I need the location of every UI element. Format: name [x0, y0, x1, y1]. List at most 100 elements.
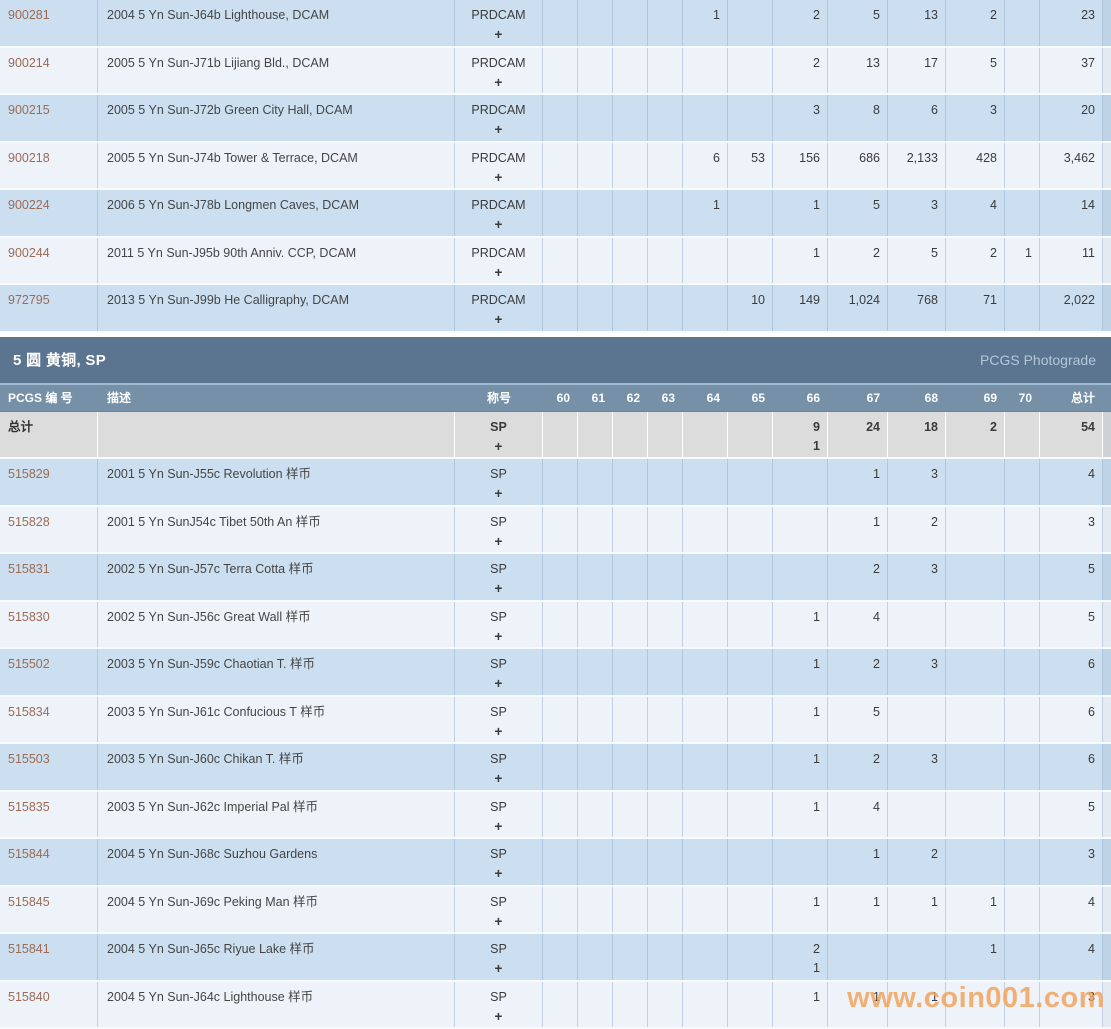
grade-61-count — [578, 101, 605, 120]
grade-63-plus-count — [648, 722, 675, 741]
row-total-count: 11 — [1082, 245, 1095, 260]
grade-67-count-cell: 4 — [828, 601, 888, 647]
grade-63-plus-count — [648, 437, 675, 456]
grade-63-count — [648, 560, 675, 579]
grade-63-plus-count — [648, 215, 675, 234]
table-row: 515830 2002 5 Yn Sun-J56c Great Wall 样币 SP… — [0, 601, 1111, 649]
grade-69-count-cell — [946, 649, 1005, 695]
grade-65-count — [728, 513, 765, 532]
pcgs-number-link[interactable]: 515840 — [8, 989, 50, 1004]
grade-60-count — [543, 845, 570, 864]
grade-67-plus-count — [828, 864, 880, 883]
grade-64-plus-count — [683, 437, 720, 456]
grade-70-count — [1005, 608, 1032, 627]
grade-69-count-cell — [946, 981, 1005, 1027]
grade-65-plus-count — [728, 864, 765, 883]
designation-cell: SP + — [455, 886, 543, 932]
pcgs-number-link[interactable]: 515835 — [8, 799, 50, 814]
grade-65-count-cell — [728, 981, 773, 1027]
grade-68-count: 17 — [924, 55, 938, 70]
grade-63-count — [648, 149, 675, 168]
grade-61-plus-count — [578, 437, 605, 456]
coin-description-cell: 2004 5 Yn Sun-J65c Riyue Lake 样币 — [98, 934, 455, 980]
grade-60-count-cell — [543, 47, 578, 93]
designation-label: SP — [490, 609, 507, 624]
pcgs-photograde-link[interactable]: PCGS Photograde — [980, 351, 1096, 368]
designation-cell: PRDCAM + — [455, 237, 543, 283]
grade-63-count-cell — [648, 554, 683, 600]
pcgs-number-link[interactable]: 900214 — [8, 55, 50, 70]
grade-66-count-cell: 1 — [773, 696, 828, 742]
pcgs-number-link[interactable]: 900215 — [8, 103, 50, 117]
designation-label: SP — [490, 704, 507, 719]
pcgs-number-link[interactable]: 515845 — [8, 894, 50, 909]
grade-63-count — [648, 54, 675, 73]
grade-62-count — [613, 149, 640, 168]
grade-62-count — [613, 798, 640, 817]
pcgs-number-link[interactable]: 900224 — [8, 198, 50, 212]
grade-61-count — [578, 291, 605, 310]
grade-62-count-cell — [613, 934, 648, 980]
grade-63-count-cell — [648, 95, 683, 141]
grade-62-plus-count — [613, 437, 640, 456]
row-total-cell: 5 — [1040, 791, 1103, 837]
grade-66-count: 2 — [813, 55, 820, 70]
grade-62-count-cell — [613, 696, 648, 742]
grade-68-count — [888, 703, 938, 722]
grade-60-count-cell — [543, 411, 578, 457]
coin-description: 2001 5 Yn SunJ54c Tibet 50th An 样币 — [107, 514, 321, 529]
pcgs-number-link[interactable]: 515830 — [8, 609, 50, 624]
coin-description: 2005 5 Yn Sun-J72b Green City Hall, DCAM — [107, 103, 353, 117]
grade-60-plus-count — [543, 627, 570, 646]
pcgs-number-link[interactable]: 900218 — [8, 150, 50, 165]
pcgs-number-link[interactable]: 515502 — [8, 657, 50, 671]
pcgs-number-link[interactable]: 515834 — [8, 704, 50, 719]
designation-cell: SP + — [455, 696, 543, 742]
pcgs-number-link[interactable]: 515828 — [8, 514, 50, 529]
grade-60-plus-count — [543, 722, 570, 741]
grade-70-count — [1005, 655, 1032, 674]
grade-61-count-cell — [578, 506, 613, 552]
grade-67-count-cell: 24 — [828, 411, 888, 457]
pcgs-number-link[interactable]: 900244 — [8, 245, 50, 260]
grade-64-count — [683, 101, 720, 120]
grade-62-plus-count — [613, 959, 640, 978]
pcgs-number-link[interactable]: 900281 — [8, 8, 50, 22]
grade-60-count-cell — [543, 649, 578, 695]
pcgs-number-link[interactable]: 972795 — [8, 293, 50, 307]
grade-64-count — [683, 750, 720, 769]
pcgs-number-link[interactable]: 515829 — [8, 467, 50, 481]
grade-62-count-cell — [613, 95, 648, 141]
grade-64-plus-count — [683, 864, 720, 883]
grade-63-count — [648, 418, 675, 437]
grade-65-count-cell — [728, 934, 773, 980]
pcgs-number-link[interactable]: 515831 — [8, 562, 50, 576]
table-row: 900281 2004 5 Yn Sun-J64b Lighthouse, DCA… — [0, 0, 1111, 48]
row-total-count: 4 — [1088, 942, 1095, 956]
pcgs-number-link[interactable]: 515503 — [8, 752, 50, 766]
grade-70-plus-count — [1005, 769, 1032, 788]
grade-67-plus-count — [828, 263, 880, 282]
grade-61-plus-count — [578, 579, 605, 598]
coin-description: 2003 5 Yn Sun-J62c Imperial Pal 样币 — [107, 799, 318, 814]
grade-60-plus-count — [543, 674, 570, 693]
table-row: 515829 2001 5 Yn Sun-J55c Revolution 样币 SP… — [0, 459, 1111, 507]
grade-67-count-cell: 2 — [828, 649, 888, 695]
prdcam-population-table: 900281 2004 5 Yn Sun-J64b Lighthouse, DCA… — [0, 0, 1111, 333]
grade-67-count-cell: 5 — [828, 190, 888, 236]
grade-64-count: 1 — [713, 198, 720, 212]
grade-68-count-cell: 3 — [888, 190, 946, 236]
pcgs-number-link[interactable]: 515841 — [8, 942, 50, 956]
table-row: 515835 2003 5 Yn Sun-J62c Imperial Pal 样币… — [0, 791, 1111, 839]
grade-66-count: 1 — [813, 657, 820, 671]
grade-61-count-cell — [578, 791, 613, 837]
grade-70-plus-count — [1005, 484, 1032, 503]
plus-designation-label: + — [494, 264, 503, 280]
grade-63-count-cell — [648, 839, 683, 885]
grade-68-plus-count — [888, 437, 938, 456]
grade-68-plus-count — [888, 722, 938, 741]
cutoff-edge-strip — [1103, 791, 1111, 837]
grade-65-count-cell — [728, 696, 773, 742]
pcgs-number-link[interactable]: 515844 — [8, 847, 50, 861]
designation-label: SP — [490, 799, 507, 814]
